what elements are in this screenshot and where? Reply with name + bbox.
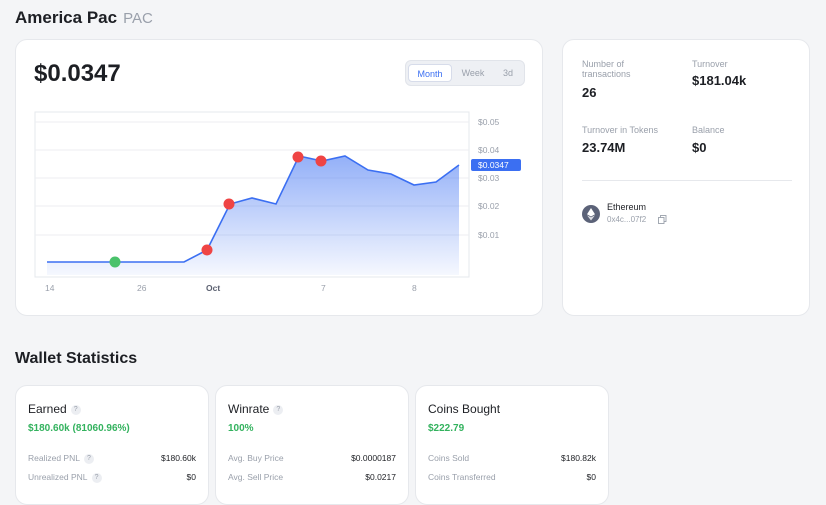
token-title: America Pac PAC [15, 8, 153, 28]
y-tick-label: $0.03 [478, 173, 500, 183]
y-tick-label: $0.01 [478, 230, 500, 240]
coins-bought-card: Coins Bought $222.79 Coins Sold $180.82k… [415, 385, 609, 505]
sell-marker[interactable] [315, 155, 327, 167]
ethereum-icon [582, 205, 600, 223]
help-icon[interactable]: ? [91, 472, 102, 483]
price-line [47, 155, 460, 263]
current-price: $0.0347 [34, 60, 121, 87]
help-icon[interactable]: ? [273, 404, 284, 415]
turnover-label: Turnover [692, 59, 728, 69]
x-tick-label: 7 [321, 283, 326, 293]
avg-sell-price-label: Avg. Sell Price [228, 472, 284, 482]
tab-3d[interactable]: 3d [502, 68, 513, 78]
earned-value: $180.60k (81060.96%) [28, 423, 130, 434]
realized-pnl-label-text: Realized PNL [28, 453, 80, 463]
realized-pnl-label: Realized PNL? [28, 453, 94, 464]
timeframe-tabs: Month Week 3d [405, 60, 525, 86]
earned-title: Earned? [28, 402, 81, 416]
buy-marker[interactable] [109, 256, 121, 268]
coins-transferred-label: Coins Transferred [428, 472, 496, 482]
num-transactions-label: Number of transactions [582, 59, 631, 79]
turnover-tokens-value: 23.74M [582, 140, 626, 155]
sell-marker[interactable] [292, 151, 304, 163]
help-icon[interactable]: ? [70, 404, 81, 415]
unrealized-pnl-label-text: Unrealized PNL [28, 472, 88, 482]
earned-title-label: Earned [28, 402, 67, 416]
unrealized-pnl-label: Unrealized PNL? [28, 472, 102, 483]
current-price-tag: $0.0347 [471, 159, 521, 171]
info-divider [582, 180, 792, 181]
sell-marker[interactable] [223, 198, 235, 210]
token-info-card: Number of transactions 26 Turnover $181.… [562, 39, 810, 316]
balance-label: Balance [692, 125, 725, 135]
wallet-address[interactable]: 0x4c...07f2 [607, 215, 647, 224]
avg-sell-price-value: $0.0217 [365, 472, 396, 482]
num-transactions-value: 26 [582, 85, 597, 100]
realized-pnl-value: $180.60k [161, 453, 196, 463]
price-chart-card: $0.0347 Month Week 3d $0.05 $0.04 $0.03 $0.… [15, 39, 543, 316]
avg-buy-price-label: Avg. Buy Price [228, 453, 284, 463]
sell-marker[interactable] [201, 244, 213, 256]
y-tick-label: $0.04 [478, 145, 500, 155]
winrate-card: Winrate? 100% Avg. Buy Price $0.0000187 … [215, 385, 409, 505]
coins-sold-value: $180.82k [561, 453, 596, 463]
x-tick-label: Oct [206, 283, 220, 293]
tab-month[interactable]: Month [408, 64, 452, 82]
winrate-title-label: Winrate [228, 402, 270, 416]
wallet-statistics-heading: Wallet Statistics [15, 350, 138, 367]
y-tick-label: $0.05 [478, 117, 500, 127]
token-name: America Pac [15, 8, 118, 27]
price-chart[interactable]: $0.05 $0.04 $0.03 $0.02 $0.01 14 26 Oct 7 8 $0.0… [16, 40, 544, 317]
unrealized-pnl-value: $0 [186, 472, 196, 482]
copy-icon[interactable] [658, 215, 667, 224]
coins-sold-label: Coins Sold [428, 453, 470, 463]
help-icon[interactable]: ? [83, 453, 94, 464]
turnover-tokens-label: Turnover in Tokens [582, 125, 659, 135]
coins-bought-title: Coins Bought [428, 402, 501, 416]
current-price-tag-label: $0.0347 [478, 160, 509, 170]
turnover-value: $181.04k [692, 73, 747, 88]
winrate-value: 100% [228, 423, 254, 434]
token-symbol: PAC [123, 10, 153, 27]
tab-week[interactable]: Week [461, 68, 485, 78]
chain-name: Ethereum [607, 202, 647, 212]
balance-value: $0 [692, 140, 707, 155]
avg-buy-price-value: $0.0000187 [351, 453, 396, 463]
coins-bought-value: $222.79 [428, 423, 465, 434]
earned-card: Earned? $180.60k (81060.96%) Realized PN… [15, 385, 209, 505]
price-area [47, 156, 459, 275]
x-tick-label: 26 [137, 283, 147, 293]
winrate-title: Winrate? [228, 402, 284, 416]
y-tick-label: $0.02 [478, 201, 500, 211]
x-tick-label: 14 [45, 283, 55, 293]
coins-transferred-value: $0 [586, 472, 596, 482]
x-tick-label: 8 [412, 283, 417, 293]
